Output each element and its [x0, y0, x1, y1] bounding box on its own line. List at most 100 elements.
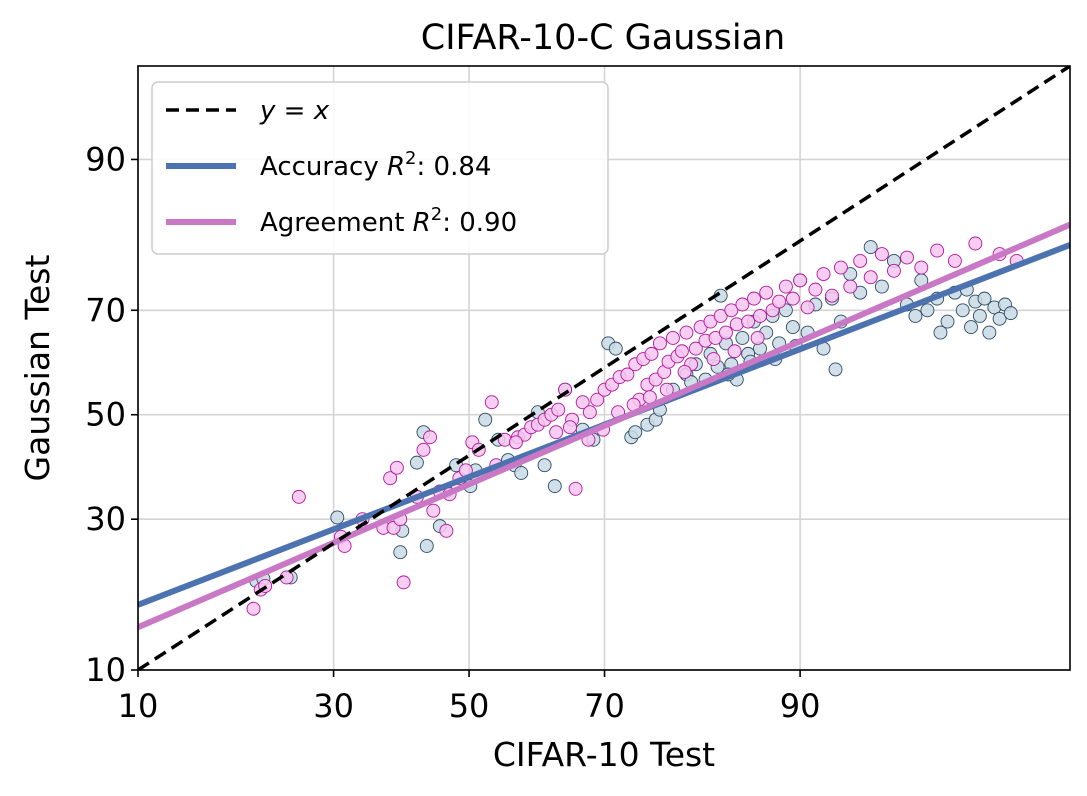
legend-math: R [413, 208, 431, 238]
accuracy-point [920, 303, 935, 318]
legend-label: Accuracy [260, 152, 387, 182]
agreement-point [793, 273, 808, 288]
x-tick-label: 50 [449, 687, 490, 725]
legend-entry-identity: y = x [259, 96, 330, 126]
legend-math: y = x [259, 96, 330, 126]
accuracy-point [628, 425, 643, 440]
accuracy-point [863, 240, 878, 255]
agreement-point [968, 236, 983, 251]
agreement-point [549, 425, 564, 440]
agreement-point [930, 243, 945, 258]
agreement-point [833, 260, 848, 275]
y-tick-label: 30 [85, 500, 126, 538]
agreement-point [863, 270, 878, 285]
agreement-point [396, 575, 411, 590]
agreement-point [724, 303, 739, 318]
agreement-point [887, 263, 901, 278]
accuracy-point [735, 331, 750, 345]
accuracy-point [409, 455, 424, 470]
legend-box [151, 81, 609, 255]
agreement-point [644, 346, 659, 361]
legend-entry-agreement: Agreement R2: 0.90 [260, 204, 517, 238]
agreement-point [590, 392, 605, 407]
accuracy-point [992, 311, 1007, 326]
agreement-point [677, 365, 692, 379]
accuracy-point [537, 458, 552, 473]
agreement-point [568, 481, 583, 496]
y-tick-label: 10 [85, 651, 126, 689]
agreement-point [679, 325, 694, 340]
accuracy-point [478, 412, 493, 427]
agreement-point [853, 253, 868, 268]
agreement-point [508, 435, 523, 450]
accuracy-point [955, 303, 970, 318]
agreement-point [759, 285, 774, 300]
accuracy-point [419, 539, 434, 553]
accuracy-point [964, 320, 978, 335]
agreement-point [778, 279, 793, 294]
chart-title: CIFAR-10-C Gaussian [421, 18, 785, 58]
agreement-point [874, 247, 889, 262]
agreement-point [426, 503, 441, 518]
agreement-point [914, 260, 929, 275]
agreement-point [706, 352, 721, 367]
agreement-point [563, 420, 577, 435]
y-axis-label: Gaussian Test [18, 255, 57, 482]
y-axis-ticks: 10 30 50 70 90 [85, 140, 138, 689]
agreement-point [843, 279, 858, 294]
agreement-point [246, 601, 261, 616]
y-tick-label: 90 [85, 140, 126, 178]
agreement-point [729, 317, 744, 332]
accuracy-point [977, 291, 992, 306]
agreement-point [900, 250, 914, 265]
agreement-point [825, 288, 839, 303]
agreement-point [582, 405, 597, 420]
legend-math: R [387, 152, 405, 182]
legend-value: : 0.90 [442, 208, 517, 238]
agreement-point [800, 300, 815, 315]
agreement-point [735, 297, 750, 312]
agreement-point [772, 294, 787, 309]
data-marks [138, 66, 1070, 670]
accuracy-point [828, 362, 843, 377]
accuracy-point [933, 325, 948, 340]
agreement-point [753, 309, 767, 323]
agreement-point [816, 267, 831, 281]
agreement-point [620, 367, 635, 382]
agreement-point [713, 309, 728, 323]
legend-entry-accuracy: Accuracy R2: 0.84 [260, 148, 491, 182]
legend-sup: 2 [431, 204, 442, 225]
agreement-point [416, 442, 431, 457]
agreement-point [747, 291, 761, 306]
accuracy-point [972, 309, 987, 323]
x-axis-label: CIFAR-10 Test [493, 735, 715, 774]
agreement-point [785, 291, 800, 306]
agreement-point [423, 430, 438, 445]
accuracy-point [908, 309, 923, 323]
accuracy-point [874, 279, 889, 294]
x-tick-label: 70 [584, 687, 625, 725]
accuracy-point [785, 320, 800, 335]
accuracy-point [608, 341, 623, 356]
agreement-point [808, 282, 823, 297]
agreement-point [727, 344, 742, 359]
agreement-point [383, 471, 398, 486]
agreement-point [718, 325, 733, 340]
plot-area: 10 30 50 70 90 10 30 50 70 90 [85, 65, 1071, 725]
legend-sup: 2 [405, 148, 416, 169]
agreement-point [389, 460, 404, 475]
agreement-point [652, 336, 667, 351]
legend-label: Agreement [260, 208, 413, 238]
x-axis-ticks: 10 30 50 70 90 [118, 670, 820, 725]
agreement-point [484, 395, 499, 410]
agreement-point [741, 314, 756, 329]
agreement-point [575, 395, 590, 410]
agreement-point [688, 341, 703, 356]
accuracy-point [393, 545, 408, 560]
agreement-point [439, 523, 454, 538]
accuracy-point [853, 285, 868, 300]
agreement-point [291, 489, 306, 504]
legend-value: : 0.84 [417, 152, 492, 182]
